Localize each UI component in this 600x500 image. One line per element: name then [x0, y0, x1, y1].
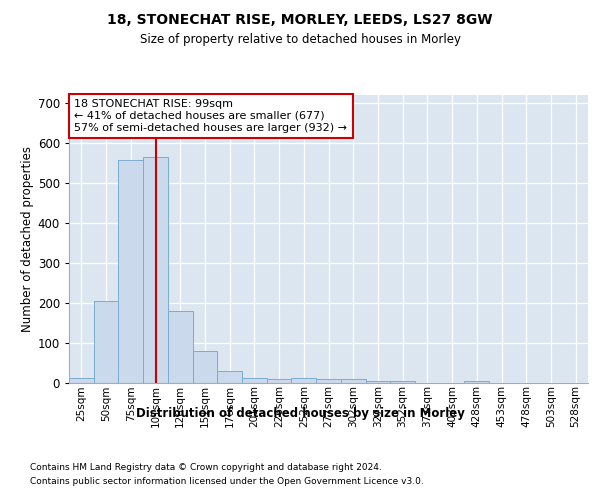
- Bar: [168, 312, 193, 382]
- Text: Contains public sector information licensed under the Open Government Licence v3: Contains public sector information licen…: [30, 478, 424, 486]
- Bar: [365, 381, 390, 382]
- Text: Distribution of detached houses by size in Morley: Distribution of detached houses by size …: [136, 408, 464, 420]
- Text: Size of property relative to detached houses in Morley: Size of property relative to detached ho…: [139, 32, 461, 46]
- Bar: [69, 378, 94, 382]
- Y-axis label: Number of detached properties: Number of detached properties: [20, 146, 34, 332]
- Bar: [316, 378, 341, 382]
- Bar: [267, 380, 292, 382]
- Bar: [94, 301, 118, 382]
- Bar: [118, 160, 143, 382]
- Bar: [292, 378, 316, 382]
- Bar: [143, 157, 168, 382]
- Text: 18 STONECHAT RISE: 99sqm
← 41% of detached houses are smaller (677)
57% of semi-: 18 STONECHAT RISE: 99sqm ← 41% of detach…: [74, 100, 347, 132]
- Bar: [217, 370, 242, 382]
- Bar: [193, 352, 217, 382]
- Text: Contains HM Land Registry data © Crown copyright and database right 2024.: Contains HM Land Registry data © Crown c…: [30, 462, 382, 471]
- Text: 18, STONECHAT RISE, MORLEY, LEEDS, LS27 8GW: 18, STONECHAT RISE, MORLEY, LEEDS, LS27 …: [107, 12, 493, 26]
- Bar: [242, 378, 267, 382]
- Bar: [464, 380, 489, 382]
- Bar: [341, 380, 365, 382]
